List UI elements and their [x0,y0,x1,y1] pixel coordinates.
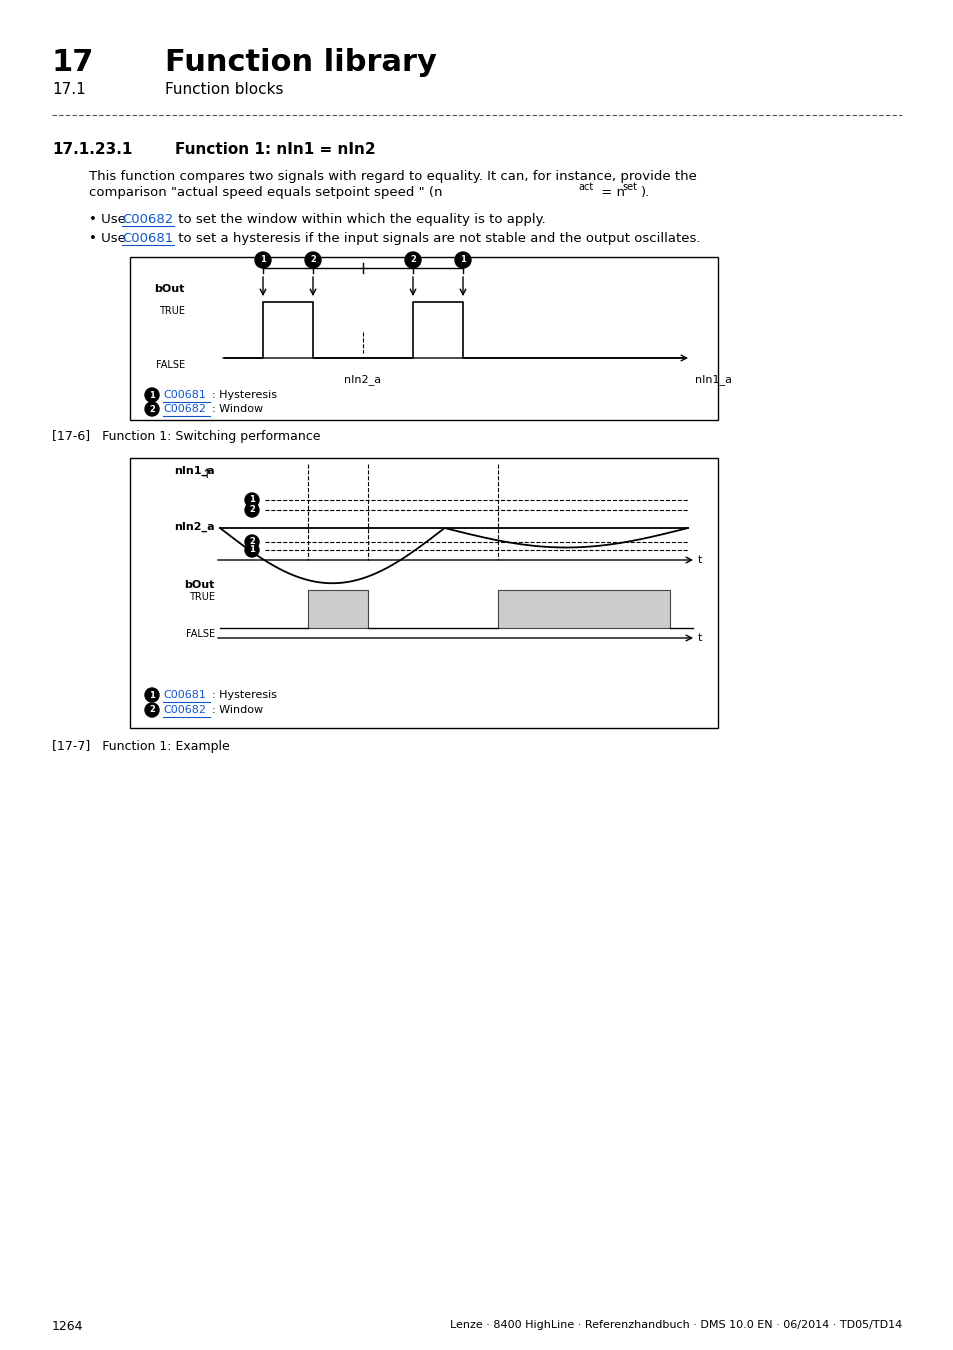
Bar [130,256,718,420]
Text: FALSE: FALSE [186,629,214,639]
Text: C00682: C00682 [122,213,173,225]
Text: 1264: 1264 [52,1320,84,1332]
Text: Function library: Function library [165,49,436,77]
Text: 2: 2 [249,537,254,547]
Circle shape [254,252,271,269]
Text: 2: 2 [149,706,154,714]
Text: [17-6]   Function 1: Switching performance: [17-6] Function 1: Switching performance [52,431,320,443]
Text: Lenze · 8400 HighLine · Referenzhandbuch · DMS 10.0 EN · 06/2014 · TD05/TD14: Lenze · 8400 HighLine · Referenzhandbuch… [449,1320,901,1330]
Circle shape [245,535,258,549]
Text: comparison "actual speed equals setpoint speed " (n: comparison "actual speed equals setpoint… [89,186,442,198]
Circle shape [455,252,471,269]
Text: 2: 2 [310,255,315,265]
Text: TRUE: TRUE [189,593,214,602]
Bar [130,458,718,728]
Circle shape [245,504,258,517]
Text: bOut: bOut [185,580,214,590]
Circle shape [145,402,159,416]
Bar [308,590,368,628]
Text: [17-7]   Function 1: Example: [17-7] Function 1: Example [52,740,230,753]
Text: ↑: ↑ [201,468,212,481]
Text: nIn2_a: nIn2_a [344,374,381,385]
Text: ).: ). [640,186,650,198]
Text: • Use: • Use [89,232,130,244]
Text: 17.1: 17.1 [52,82,86,97]
Text: 17: 17 [52,49,94,77]
Text: bOut: bOut [154,284,185,294]
Text: 17.1.23.1: 17.1.23.1 [52,142,132,157]
Text: nIn1_a: nIn1_a [695,374,731,385]
Text: • Use: • Use [89,213,130,225]
Text: : Window: : Window [212,705,263,716]
Text: : Hysteresis: : Hysteresis [212,690,276,701]
Text: 1: 1 [249,545,254,555]
Text: C00681: C00681 [163,390,206,400]
Text: C00681: C00681 [163,690,206,701]
Text: 1: 1 [459,255,465,265]
Text: 1: 1 [249,495,254,505]
Text: 1: 1 [149,390,154,400]
Text: This function compares two signals with regard to equality. It can, for instance: This function compares two signals with … [89,170,696,184]
Text: 2: 2 [149,405,154,413]
Text: Function blocks: Function blocks [165,82,283,97]
Text: : Hysteresis: : Hysteresis [212,390,276,400]
Text: : Window: : Window [212,404,263,414]
Text: C00682: C00682 [163,705,206,716]
Circle shape [405,252,420,269]
Text: FALSE: FALSE [155,360,185,370]
Text: act: act [578,182,593,192]
Text: 1: 1 [149,690,154,699]
Bar [497,590,669,628]
Text: 2: 2 [249,505,254,514]
Text: C00682: C00682 [163,404,206,414]
Text: t: t [698,633,701,643]
Text: nIn2_a: nIn2_a [174,522,214,532]
Text: to set the window within which the equality is to apply.: to set the window within which the equal… [173,213,545,225]
Circle shape [245,543,258,558]
Circle shape [245,493,258,508]
Circle shape [145,387,159,402]
Text: TRUE: TRUE [159,306,185,316]
Text: = n: = n [597,186,624,198]
Circle shape [145,688,159,702]
Text: nIn1_a: nIn1_a [174,466,214,477]
Text: set: set [621,182,637,192]
Text: C00681: C00681 [122,232,173,244]
Text: Function 1: nIn1 = nIn2: Function 1: nIn1 = nIn2 [174,142,375,157]
Circle shape [305,252,320,269]
Circle shape [145,703,159,717]
Text: t: t [698,555,701,566]
Text: 1: 1 [260,255,266,265]
Text: 2: 2 [410,255,416,265]
Text: to set a hysteresis if the input signals are not stable and the output oscillate: to set a hysteresis if the input signals… [173,232,700,244]
